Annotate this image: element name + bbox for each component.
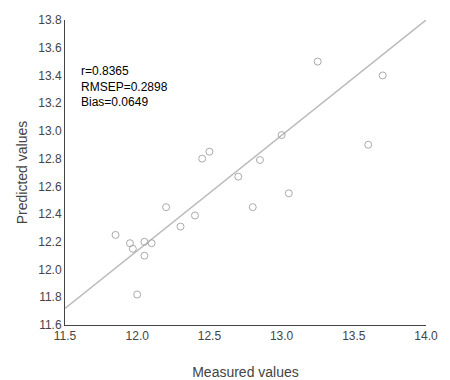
svg-text:12.0: 12.0 [126,329,150,343]
svg-text:12.8: 12.8 [38,152,62,166]
svg-text:12.4: 12.4 [38,207,62,221]
svg-text:13.0: 13.0 [270,329,294,343]
svg-text:13.2: 13.2 [38,96,62,110]
svg-text:13.0: 13.0 [38,124,62,138]
svg-text:13.4: 13.4 [38,69,62,83]
svg-text:Measured values: Measured values [192,364,299,380]
svg-text:13.8: 13.8 [38,13,62,27]
svg-text:12.2: 12.2 [38,235,62,249]
svg-text:r=0.8365RMSEP=0.2898Bias=0.064: r=0.8365RMSEP=0.2898Bias=0.0649 [81,64,168,109]
svg-text:11.6: 11.6 [39,318,62,332]
svg-text:11.8: 11.8 [39,290,62,304]
svg-text:12.5: 12.5 [198,329,222,343]
svg-text:14.0: 14.0 [414,329,438,343]
svg-text:13.5: 13.5 [342,329,366,343]
svg-text:13.6: 13.6 [38,41,62,55]
svg-text:12.6: 12.6 [38,180,62,194]
svg-text:Predicted values: Predicted values [14,121,30,225]
svg-text:12.0: 12.0 [38,263,62,277]
svg-text:11.5: 11.5 [54,329,77,343]
